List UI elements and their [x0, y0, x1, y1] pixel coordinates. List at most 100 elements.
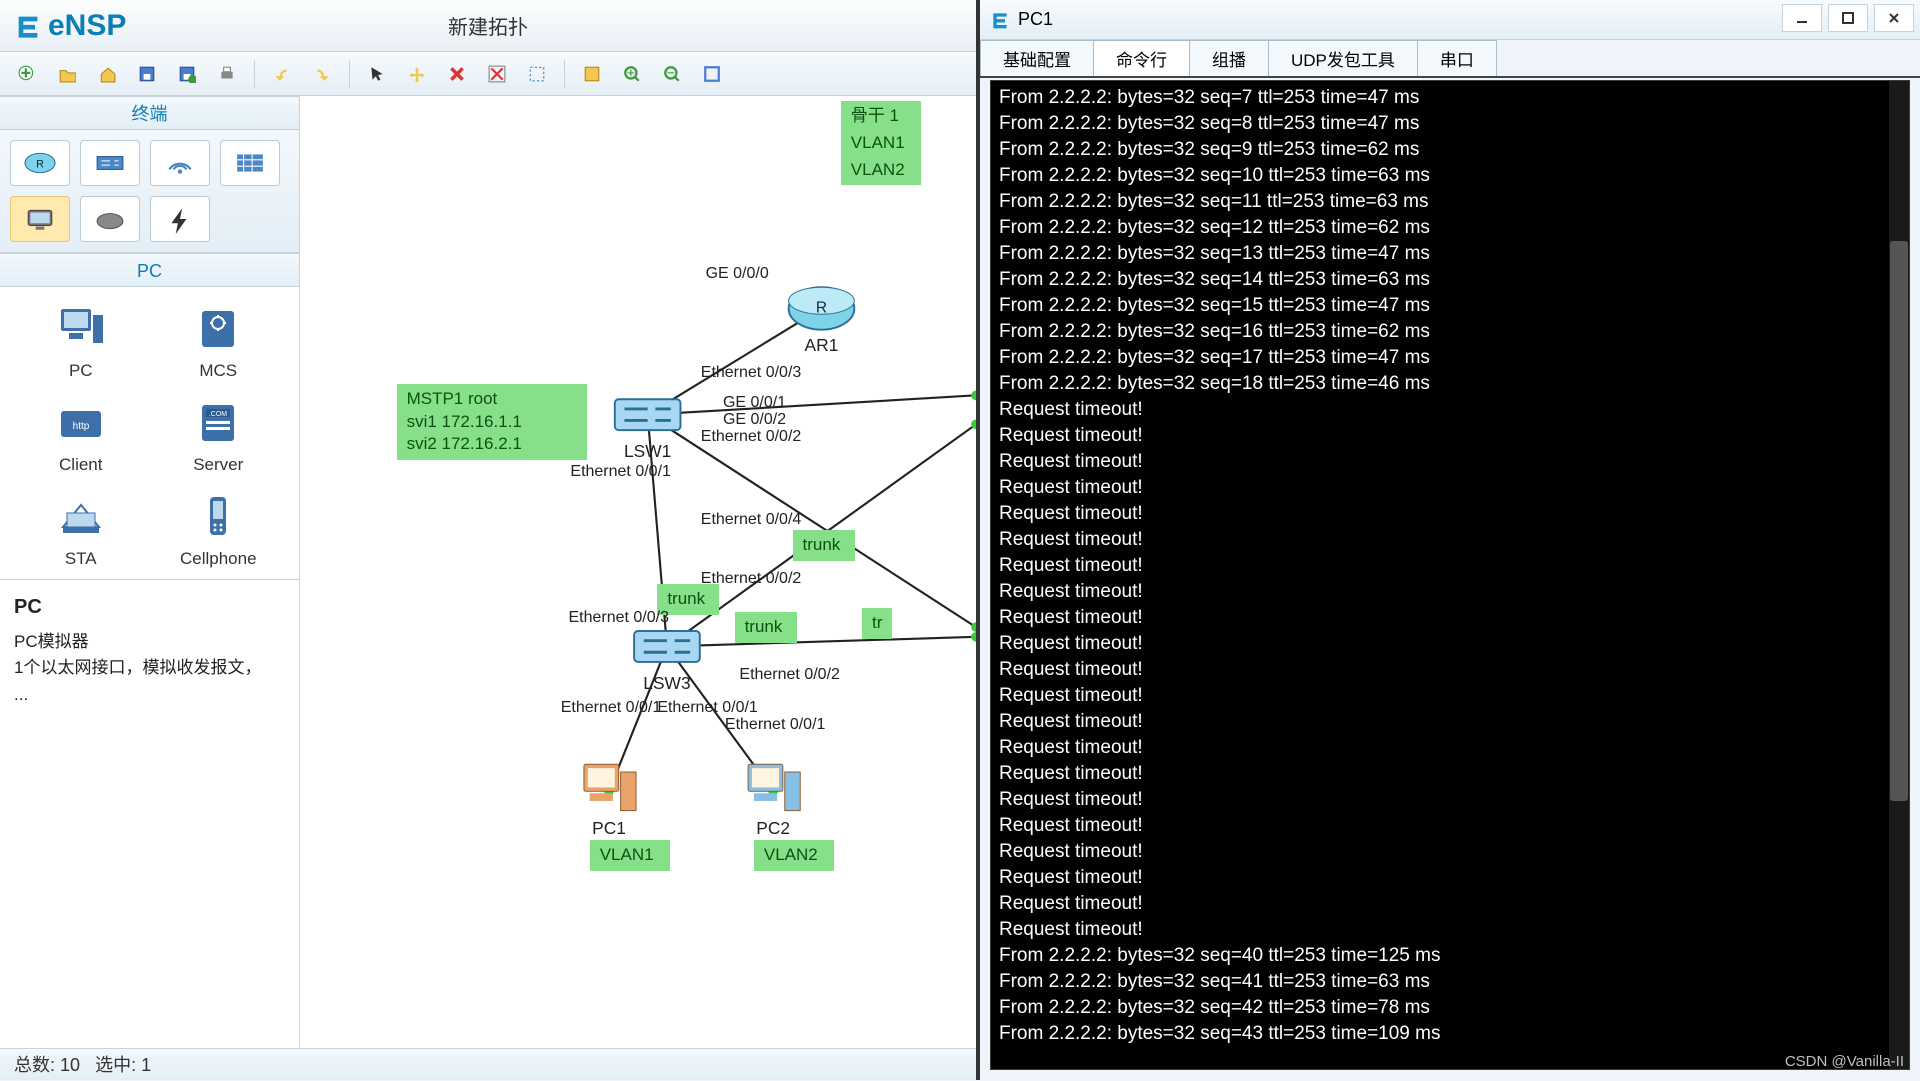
category-pc[interactable] [10, 196, 70, 242]
note-box[interactable]: VLAN2 [841, 155, 921, 186]
redo-button[interactable] [305, 57, 339, 91]
select-icon [528, 65, 546, 83]
port-label: Ethernet 0/0/1 [657, 699, 758, 717]
watermark: CSDN @Vanilla-II [1785, 1053, 1904, 1070]
palette-section-title: 终端 [0, 96, 299, 130]
window-icon [583, 65, 601, 83]
device-label: STA [65, 549, 97, 569]
mcs-icon [192, 305, 244, 353]
category-cloud[interactable] [80, 196, 140, 242]
ensp-body: 终端 R PC PC MCS http Client .COMServer STA Cell… [0, 96, 976, 1048]
status-bar: 总数: 10 选中: 1 [0, 1048, 976, 1080]
terminal-output[interactable]: From 2.2.2.2: bytes=32 seq=7 ttl=253 tim… [990, 80, 1910, 1070]
tab-4[interactable]: 串口 [1417, 40, 1497, 76]
ensp-logo: eNSP [0, 9, 126, 43]
undo-button[interactable] [265, 57, 299, 91]
terminal-line: From 2.2.2.2: bytes=32 seq=16 ttl=253 ti… [999, 319, 1901, 345]
save-button[interactable] [130, 57, 164, 91]
fit-button[interactable] [695, 57, 729, 91]
save-icon [138, 65, 156, 83]
note-box[interactable]: trunk [793, 530, 855, 561]
terminal-line: From 2.2.2.2: bytes=32 seq=41 ttl=253 ti… [999, 969, 1901, 995]
tab-1[interactable]: 命令行 [1093, 40, 1190, 76]
ensp-window: eNSP 新建拓扑 终端 R PC PC MCS http Client .COMSer… [0, 0, 978, 1080]
delete-button[interactable] [440, 57, 474, 91]
close-button[interactable] [1874, 4, 1914, 32]
minimize-icon [1795, 11, 1809, 25]
home-button[interactable] [90, 57, 124, 91]
pc1-title: PC1 [1018, 9, 1053, 30]
note-box[interactable]: VLAN2 [754, 840, 834, 871]
zoom-out-icon [663, 65, 681, 83]
zoom-in-button[interactable] [615, 57, 649, 91]
device-mcs[interactable]: MCS [154, 305, 284, 381]
device-label: PC [69, 361, 93, 381]
pc-icon [55, 305, 107, 353]
terminal-line: From 2.2.2.2: bytes=32 seq=12 ttl=253 ti… [999, 215, 1901, 241]
device-label: Server [193, 455, 243, 475]
device-sta[interactable]: STA [16, 493, 146, 569]
category-router[interactable]: R [10, 140, 70, 186]
device-cellphone[interactable]: Cellphone [154, 493, 284, 569]
category-firewall[interactable] [220, 140, 280, 186]
category-flash[interactable] [150, 196, 210, 242]
ensp-logo-icon [14, 12, 42, 40]
desc-title: PC [14, 592, 285, 623]
redo-icon [313, 65, 331, 83]
device-server[interactable]: .COMServer [154, 399, 284, 475]
pointer-button[interactable] [360, 57, 394, 91]
document-title: 新建拓扑 [448, 11, 528, 40]
terminal-scrollbar[interactable] [1889, 81, 1909, 1069]
terminal-line: Request timeout! [999, 683, 1901, 709]
note-box[interactable]: tr [862, 608, 892, 639]
port-label: Ethernet 0/0/3 [701, 364, 802, 382]
note-box[interactable]: VLAN1 [590, 840, 670, 871]
topology-canvas[interactable]: RAR1LSW1LSW3PC1PC2 MSTP1 root svi1 172.1… [300, 96, 976, 1048]
window-button[interactable] [575, 57, 609, 91]
open-button[interactable] [50, 57, 84, 91]
svg-text:http: http [72, 421, 89, 432]
terminal-lines: From 2.2.2.2: bytes=32 seq=7 ttl=253 tim… [999, 85, 1901, 1047]
terminal-line: Request timeout! [999, 917, 1901, 943]
palette-description: PC PC模拟器 1个以太网接口，模拟收发报文， ... [0, 579, 299, 1048]
device-label: Client [59, 455, 102, 475]
note-box[interactable]: trunk [735, 612, 797, 643]
tab-0[interactable]: 基础配置 [980, 40, 1094, 76]
minimize-button[interactable] [1782, 4, 1822, 32]
scrollbar-thumb[interactable] [1890, 241, 1908, 801]
pointer-icon [368, 65, 386, 83]
terminal-line: Request timeout! [999, 709, 1901, 735]
pan-button[interactable] [400, 57, 434, 91]
select-button[interactable] [520, 57, 554, 91]
terminal-line: Request timeout! [999, 423, 1901, 449]
terminal-line: From 2.2.2.2: bytes=32 seq=18 ttl=253 ti… [999, 371, 1901, 397]
saveas-button[interactable] [170, 57, 204, 91]
port-label: GE 0/0/0 [706, 265, 769, 283]
device-pc[interactable]: PC [16, 305, 146, 381]
print-button[interactable] [210, 57, 244, 91]
cut-button[interactable] [480, 57, 514, 91]
category-switch[interactable] [80, 140, 140, 186]
pc1-window: PC1 基础配置命令行组播UDP发包工具串口 From 2.2.2.2: byt… [978, 0, 1920, 1080]
tab-3[interactable]: UDP发包工具 [1268, 40, 1418, 76]
device-palette: 终端 R PC PC MCS http Client .COMServer STA Cell… [0, 96, 300, 1048]
terminal-line: Request timeout! [999, 865, 1901, 891]
terminal-line: Request timeout! [999, 839, 1901, 865]
home-icon [98, 65, 116, 83]
cellphone-icon [192, 493, 244, 541]
terminal-line: From 2.2.2.2: bytes=32 seq=10 ttl=253 ti… [999, 163, 1901, 189]
zoom-out-button[interactable] [655, 57, 689, 91]
note-box[interactable]: MSTP1 root svi1 172.16.1.1 svi2 172.16.2… [397, 384, 587, 461]
terminal-line: From 2.2.2.2: bytes=32 seq=15 ttl=253 ti… [999, 293, 1901, 319]
maximize-button[interactable] [1828, 4, 1868, 32]
router-icon: R [20, 148, 60, 178]
terminal-line: From 2.2.2.2: bytes=32 seq=8 ttl=253 tim… [999, 111, 1901, 137]
print-icon [218, 65, 236, 83]
cloud-icon [90, 204, 130, 234]
new-button[interactable] [10, 57, 44, 91]
port-label: Ethernet 0/0/3 [568, 609, 669, 627]
tab-2[interactable]: 组播 [1189, 40, 1269, 76]
port-label: Ethernet 0/0/1 [561, 699, 662, 717]
device-client[interactable]: http Client [16, 399, 146, 475]
category-wlan[interactable] [150, 140, 210, 186]
